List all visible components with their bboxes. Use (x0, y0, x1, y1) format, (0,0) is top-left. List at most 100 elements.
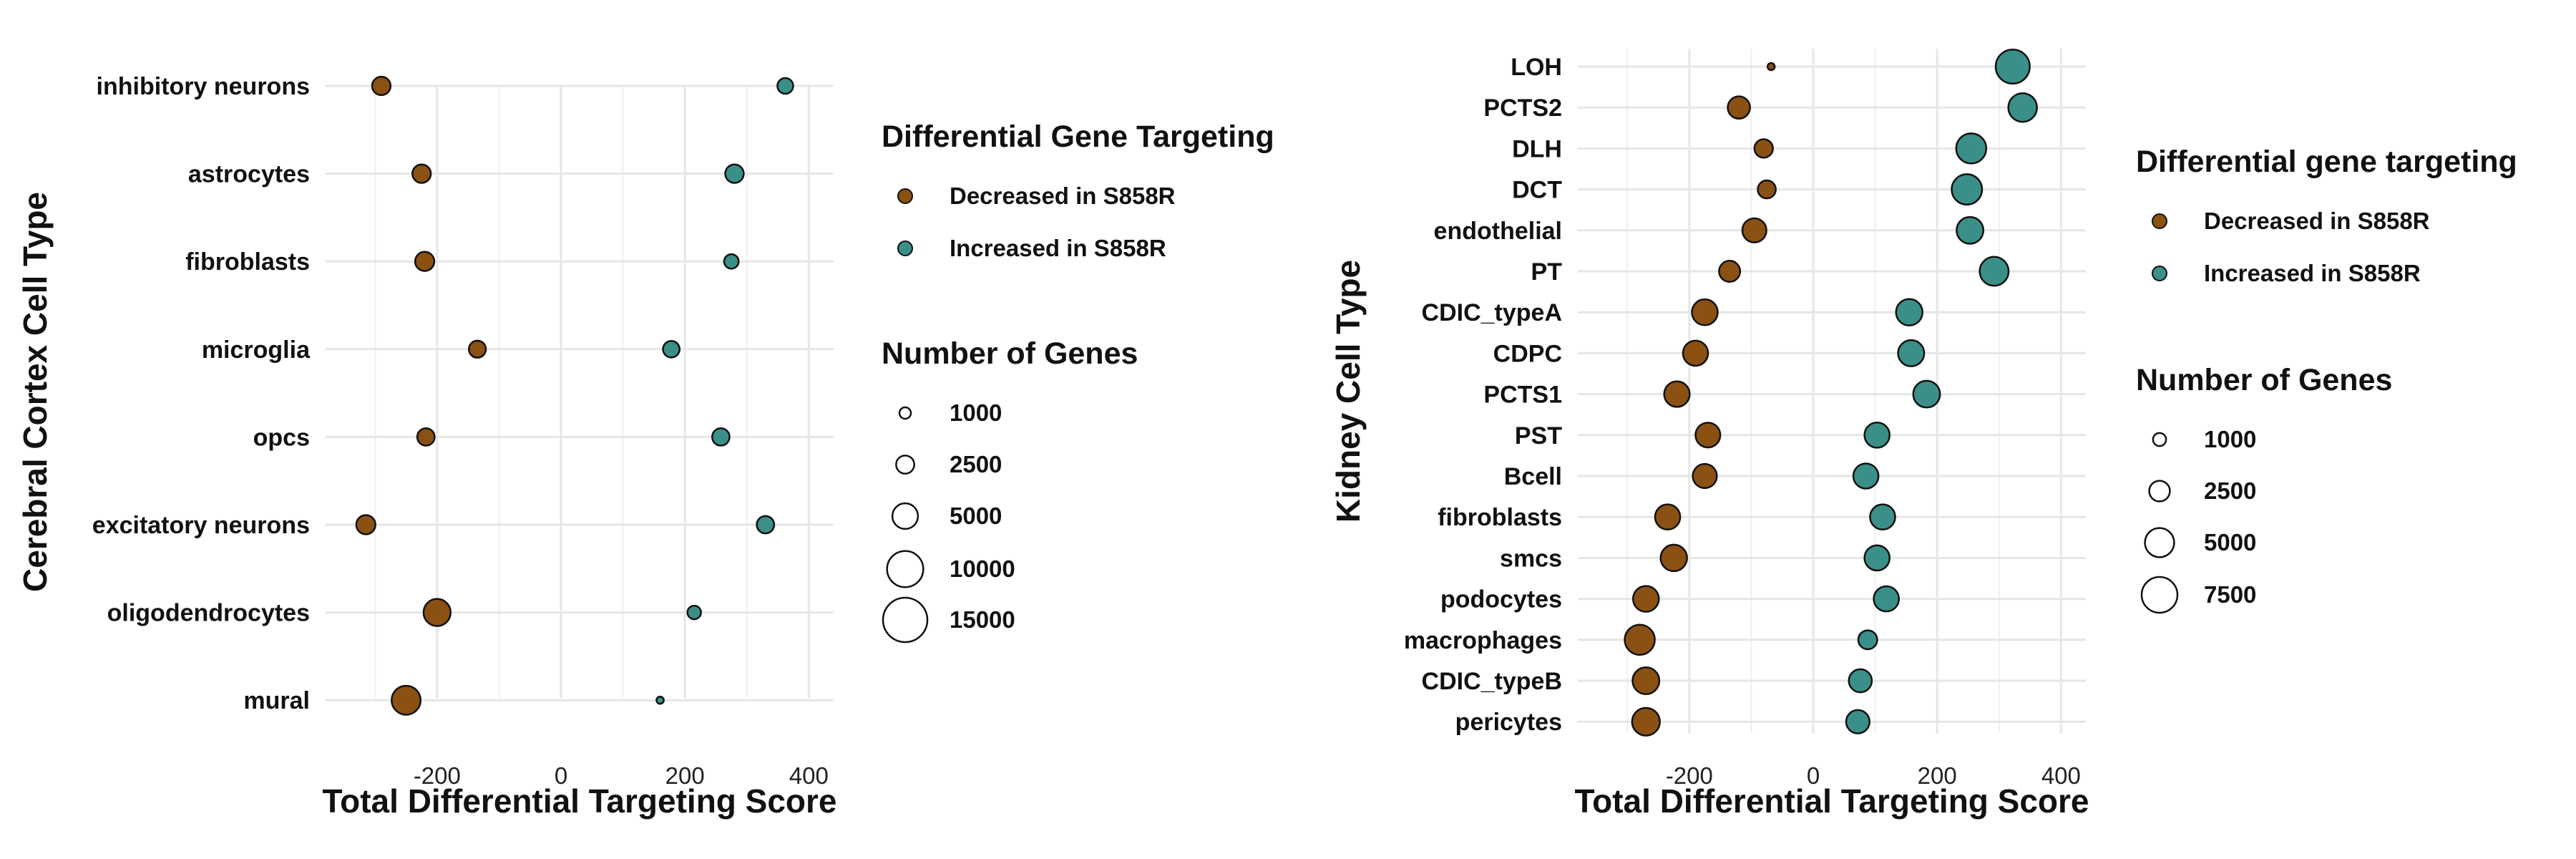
data-point-increased (1994, 48, 2031, 85)
data-point-increased (1951, 173, 1984, 206)
legend-size-label: 10000 (950, 555, 1015, 582)
data-point-decreased (1659, 543, 1688, 573)
legend-key-decreased (2152, 213, 2167, 229)
data-point-decreased (1718, 260, 1742, 283)
data-point-increased (1955, 132, 1988, 165)
legend-label-decreased: Decreased in S858R (950, 183, 1176, 209)
data-point-increased (724, 163, 745, 184)
data-point-increased (1863, 421, 1891, 449)
x-tick-label: 400 (789, 762, 829, 789)
x-axis-title: Total Differential Targeting Score (1574, 782, 2089, 820)
data-point-decreased (1654, 503, 1682, 531)
data-point-increased (756, 515, 776, 535)
x-tick-label: 0 (1807, 762, 1820, 789)
data-point-decreased (422, 598, 452, 627)
x-tick-label: 200 (665, 762, 705, 789)
data-point-decreased (1753, 138, 1774, 159)
data-point-increased (776, 77, 794, 95)
data-point-increased (1869, 503, 1896, 531)
y-tick-label: opcs (253, 424, 310, 451)
x-tick-label: 400 (2041, 762, 2081, 789)
y-tick-label: CDIC_typeB (1422, 668, 1562, 695)
y-tick-label: PT (1531, 258, 1563, 286)
data-point-decreased (1631, 707, 1661, 737)
data-point-decreased (1694, 422, 1722, 449)
y-tick-label: oligodendrocytes (107, 600, 310, 627)
y-tick-label: CDPC (1493, 340, 1562, 367)
data-point-decreased (1692, 462, 1718, 490)
data-point-decreased (371, 75, 392, 97)
y-tick-label: PCTS1 (1483, 382, 1562, 409)
data-point-increased (1873, 585, 1901, 613)
legend-size-key (2144, 527, 2175, 558)
data-point-increased (1857, 629, 1878, 651)
y-tick-label: fibroblasts (1438, 504, 1562, 531)
data-point-increased (686, 604, 702, 621)
legend: Differential Gene Targeting Decreased in … (882, 120, 1274, 644)
legend-size-key (882, 596, 929, 644)
y-tick-label: macrophages (1404, 627, 1562, 654)
legend-size-label: 1000 (950, 399, 1002, 426)
y-axis-title: Cerebral Cortex Cell Type (16, 192, 54, 592)
panel-1: inhibitory neurons astrocytes fibroblasts m… (16, 73, 1274, 820)
data-point-decreased (391, 684, 422, 716)
x-axis-title: Total Differential Targeting Score (322, 782, 836, 820)
data-point-increased (1897, 339, 1926, 367)
legend-size-label: 5000 (950, 503, 1002, 529)
data-point-decreased (411, 163, 432, 184)
data-point-decreased (1757, 179, 1777, 200)
legend-size-key (898, 406, 912, 420)
y-tick-label: DLH (1512, 135, 1562, 162)
data-point-decreased (1766, 62, 1776, 72)
x-tick-label: -200 (414, 762, 461, 789)
y-tick-label: PST (1515, 422, 1562, 450)
x-tick-label: 200 (1918, 762, 1957, 789)
legend-size-label: 2500 (2204, 477, 2256, 504)
y-tick-label: fibroblasts (185, 248, 310, 276)
data-point-increased (1895, 298, 1923, 326)
y-tick-label: endothelial (1434, 218, 1562, 245)
data-point-decreased (1691, 298, 1719, 326)
legend-fill-title: Differential Gene Targeting (882, 120, 1274, 154)
legend-size-key (895, 455, 915, 475)
data-point-decreased (1682, 339, 1709, 367)
data-point-decreased (1631, 585, 1660, 613)
data-point-decreased (1741, 217, 1767, 243)
legend-size-key (2148, 480, 2171, 503)
data-point-increased (1848, 668, 1873, 694)
data-point-decreased (1727, 95, 1751, 120)
y-tick-label: Bcell (1504, 463, 1562, 490)
legend-size-title: Number of Genes (2136, 363, 2392, 397)
data-point-increased (723, 253, 740, 270)
data-point-decreased (1663, 380, 1691, 408)
legend-size-label: 15000 (950, 606, 1015, 633)
legend-size-key (2140, 576, 2179, 614)
panel-2: LOH PCTS2 DLH DCT endothelial PT CDIC_typeA CDP… (1330, 48, 2517, 820)
y-axis-title: Kidney Cell Type (1330, 260, 1367, 523)
legend-label-increased: Increased in S858R (950, 235, 1166, 261)
legend-key-increased (897, 241, 913, 256)
legend-fill-title: Differential gene targeting (2136, 145, 2517, 179)
legend-size-label: 7500 (2204, 581, 2256, 608)
y-tick-label: LOH (1511, 54, 1562, 81)
y-tick-label: astrocytes (188, 161, 310, 188)
legend-size-key (2152, 432, 2167, 447)
legend-label-decreased: Decreased in S858R (2204, 208, 2430, 234)
y-tick-label: podocytes (1440, 586, 1562, 613)
x-tick-label: -200 (1666, 762, 1713, 789)
legend-size-label: 5000 (2204, 529, 2256, 555)
data-point-increased (1956, 215, 1985, 245)
y-tick-label: smcs (1500, 545, 1562, 572)
y-tick-label: mural (243, 687, 310, 714)
data-point-increased (1912, 379, 1941, 409)
data-point-increased (1852, 462, 1880, 490)
legend-size-key (886, 550, 924, 588)
y-tick-label: excitatory neurons (92, 512, 310, 539)
data-point-increased (711, 427, 731, 447)
y-tick-label: DCT (1512, 177, 1562, 204)
data-point-decreased (355, 514, 376, 535)
legend-label-increased: Increased in S858R (2204, 260, 2421, 286)
data-point-increased (1979, 256, 2010, 287)
